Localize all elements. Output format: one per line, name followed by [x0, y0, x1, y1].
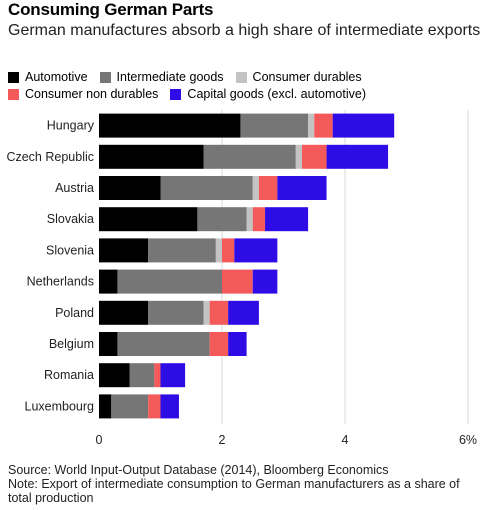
bar-czech-republic-consumer-non-durables [301, 144, 327, 169]
legend-swatch-intermediate-goods [99, 72, 111, 83]
bar-belgium-intermediate-goods [117, 332, 210, 356]
bar-austria-capital-goods-excl-automotive [277, 176, 327, 200]
category-label-hungary: Hungary [47, 119, 95, 133]
bar-romania-automotive [99, 363, 130, 388]
bar-czech-republic-consumer-durables [295, 144, 302, 169]
legend-swatch-consumer-durables [235, 72, 247, 83]
bar-czech-republic-capital-goods-excl-automotive [326, 144, 389, 169]
bar-slovakia-consumer-non-durables [252, 207, 266, 232]
bar-austria-consumer-non-durables [258, 176, 278, 200]
legend-label-automotive: Automotive [25, 70, 88, 84]
bar-hungary-consumer-non-durables [314, 113, 333, 138]
bar-poland-intermediate-goods [148, 300, 204, 325]
category-label-slovenia: Slovenia [46, 243, 94, 257]
category-label-luxembourg: Luxembourg [25, 399, 95, 413]
bar-czech-republic-intermediate-goods [203, 144, 296, 169]
bar-hungary-intermediate-goods [240, 113, 309, 138]
legend-label-intermediate-goods: Intermediate goods [116, 70, 224, 84]
category-label-austria: Austria [55, 181, 94, 195]
bar-slovenia-intermediate-goods [148, 238, 216, 263]
legend-label-consumer-durables: Consumer durables [252, 70, 362, 84]
bar-slovakia-capital-goods-excl-automotive [265, 207, 309, 232]
bar-slovakia-consumer-durables [246, 207, 253, 232]
bar-romania-consumer-non-durables [154, 363, 161, 388]
x-tick-label: 0 [96, 433, 103, 447]
bar-slovenia-capital-goods-excl-automotive [234, 238, 278, 263]
x-axis-ticks: 0 2 4 6% [96, 433, 478, 447]
bar-austria-automotive [99, 176, 161, 200]
category-label-poland: Poland [55, 306, 94, 320]
bars [99, 113, 395, 419]
bar-luxembourg-consumer-non-durables [148, 394, 161, 419]
category-label-czech-republic: Czech Republic [6, 150, 94, 164]
category-label-belgium: Belgium [49, 337, 94, 351]
legend-item-intermediate-goods: Intermediate goods [99, 69, 224, 86]
source-note: Source: World Input-Output Database (201… [8, 463, 486, 505]
bar-slovenia-consumer-non-durables [222, 238, 235, 263]
bar-poland-automotive [99, 300, 149, 325]
legend-label-consumer-non-durables: Consumer non durables [25, 87, 159, 101]
bar-poland-consumer-non-durables [209, 300, 229, 325]
bar-slovakia-automotive [99, 207, 198, 232]
bar-netherlands-consumer-non-durables [222, 269, 253, 294]
legend-label-capital-goods: Capital goods (excl. automotive) [187, 87, 366, 101]
category-label-romania: Romania [44, 368, 94, 382]
bar-hungary-automotive [99, 113, 241, 138]
chart-subtitle: German manufactures absorb a high share … [8, 22, 481, 39]
bar-luxembourg-capital-goods-excl-automotive [160, 394, 179, 419]
category-labels: Hungary Czech Republic Austria Slovakia Slov… [6, 119, 94, 414]
legend-row: Automotive Intermediate goods Consumer d… [8, 69, 488, 86]
bar-austria-intermediate-goods [160, 176, 253, 200]
category-label-netherlands: Netherlands [27, 275, 94, 289]
bar-chart: Hungary Czech Republic Austria Slovakia Slov… [6, 110, 478, 447]
bar-austria-consumer-durables [252, 176, 259, 200]
bar-czech-republic-automotive [99, 144, 204, 169]
source-text: Source: World Input-Output Database (201… [8, 463, 389, 477]
bar-romania-intermediate-goods [129, 363, 155, 388]
category-label-slovakia: Slovakia [47, 212, 94, 226]
bar-slovenia-consumer-durables [215, 238, 222, 263]
bar-netherlands-intermediate-goods [117, 269, 222, 294]
bar-luxembourg-automotive [99, 394, 112, 419]
bar-netherlands-capital-goods-excl-automotive [252, 269, 278, 294]
bar-belgium-consumer-non-durables [209, 332, 229, 356]
legend-item-automotive: Automotive [8, 69, 88, 86]
legend-row: Consumer non durables Capital goods (exc… [8, 86, 488, 103]
legend-item-consumer-non-durables: Consumer non durables [8, 86, 158, 103]
bar-hungary-consumer-durables [308, 113, 315, 138]
note-text: Note: Export of intermediate consumption… [8, 477, 460, 505]
bar-poland-consumer-durables [203, 300, 210, 325]
x-tick-label: 4 [342, 433, 349, 447]
bar-slovakia-intermediate-goods [197, 207, 247, 232]
bar-netherlands-automotive [99, 269, 118, 294]
legend-item-capital-goods: Capital goods (excl. automotive) [170, 86, 366, 103]
legend: Automotive Intermediate goods Consumer d… [8, 69, 488, 103]
bar-slovenia-automotive [99, 238, 149, 263]
x-tick-label: 2 [219, 433, 226, 447]
legend-swatch-automotive [8, 72, 19, 83]
bar-hungary-capital-goods-excl-automotive [332, 113, 395, 138]
bar-luxembourg-intermediate-goods [111, 394, 149, 419]
legend-swatch-capital-goods [170, 89, 182, 100]
legend-swatch-consumer-non-durables [8, 89, 19, 100]
bar-romania-capital-goods-excl-automotive [160, 363, 186, 388]
bar-belgium-automotive [99, 332, 118, 356]
x-tick-label: 6% [459, 433, 477, 447]
bar-belgium-capital-goods-excl-automotive [228, 332, 247, 356]
legend-item-consumer-durables: Consumer durables [235, 69, 362, 86]
bar-poland-capital-goods-excl-automotive [228, 300, 259, 325]
chart-title: Consuming German Parts [8, 0, 214, 19]
